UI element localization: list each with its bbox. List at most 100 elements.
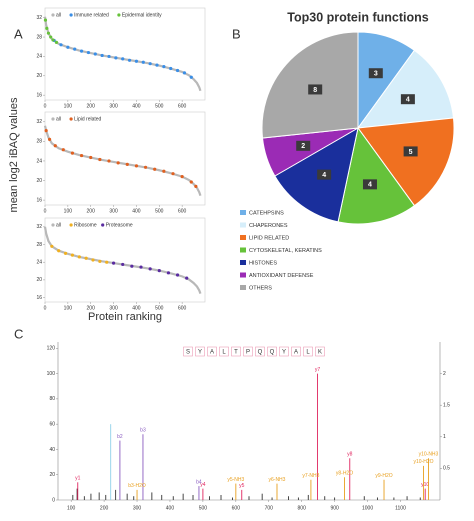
x-tick-label: 500 bbox=[199, 505, 208, 511]
x-tick-label: 800 bbox=[298, 505, 307, 511]
peak-label: b3-H2O bbox=[128, 483, 146, 489]
y-tick-label: 28 bbox=[36, 242, 42, 248]
legend-label: OTHERS bbox=[249, 285, 272, 291]
x-tick-label: 500 bbox=[155, 103, 164, 109]
x-tick-label: 400 bbox=[132, 305, 141, 311]
point bbox=[107, 54, 111, 59]
point bbox=[100, 53, 104, 58]
peak-label: y10-H2O bbox=[414, 459, 434, 465]
point bbox=[111, 261, 116, 265]
x-tick-label: 400 bbox=[166, 505, 175, 511]
y-tick-label: 100 bbox=[47, 371, 56, 377]
point bbox=[162, 169, 166, 173]
point bbox=[169, 66, 173, 71]
y-tick-label: 60 bbox=[49, 421, 55, 427]
point bbox=[148, 62, 152, 66]
point bbox=[47, 137, 52, 142]
y-tick-label: 32 bbox=[36, 119, 42, 125]
sequence-box bbox=[243, 346, 253, 357]
point bbox=[79, 153, 84, 158]
x-tick-label: 0 bbox=[44, 103, 47, 109]
point bbox=[153, 167, 157, 171]
sequence-box bbox=[255, 346, 265, 357]
point bbox=[143, 165, 148, 169]
legend-marker bbox=[101, 223, 105, 227]
y-tick-label: 28 bbox=[36, 34, 42, 40]
x-tick-label: 100 bbox=[67, 505, 76, 511]
point bbox=[63, 251, 68, 255]
legend-swatch bbox=[240, 272, 246, 278]
x-tick-label: 400 bbox=[132, 208, 141, 214]
point bbox=[114, 56, 118, 60]
x-tick-label: 900 bbox=[330, 505, 339, 511]
legend-marker bbox=[51, 117, 55, 121]
peak-label: y10-NH3 bbox=[419, 452, 439, 458]
y2-tick-label: 1 bbox=[443, 434, 446, 440]
x-tick-label: 700 bbox=[265, 505, 274, 511]
x-axis-label: Protein ranking bbox=[88, 311, 162, 323]
y-tick-label: 24 bbox=[36, 260, 42, 266]
legend-swatch bbox=[240, 247, 246, 253]
x-tick-label: 0 bbox=[44, 208, 47, 214]
peak-label: y8-H2O bbox=[336, 471, 353, 477]
x-tick-label: 300 bbox=[109, 305, 118, 311]
point bbox=[134, 59, 139, 63]
point bbox=[66, 45, 70, 49]
slice-label: 4 bbox=[368, 182, 372, 189]
sequence-box bbox=[267, 346, 277, 357]
point bbox=[127, 58, 132, 62]
sequence-letter: L bbox=[306, 350, 310, 356]
x-tick-label: 400 bbox=[132, 103, 141, 109]
peak-label: y5-NH3 bbox=[227, 477, 244, 483]
x-tick-label: 300 bbox=[133, 505, 142, 511]
point bbox=[139, 265, 143, 269]
point bbox=[141, 60, 145, 64]
slice-label: 3 bbox=[374, 71, 378, 78]
sequence-letter: S bbox=[186, 350, 190, 356]
pie-slice bbox=[274, 127, 359, 223]
legend-label: all bbox=[56, 12, 61, 18]
sequence-letter: K bbox=[318, 350, 322, 356]
sequence-box bbox=[195, 346, 205, 357]
point bbox=[51, 38, 55, 42]
slice-label-box bbox=[400, 94, 415, 105]
peak-label: y4 bbox=[200, 482, 206, 488]
y-tick-label: 32 bbox=[36, 15, 42, 21]
point bbox=[86, 50, 91, 55]
y-tick-label: 16 bbox=[36, 295, 42, 301]
legend-label: all bbox=[56, 222, 61, 228]
point bbox=[91, 258, 95, 262]
legend-swatch bbox=[240, 222, 246, 228]
point bbox=[54, 40, 59, 44]
sequence-box bbox=[231, 346, 241, 357]
legend-label: Immune related bbox=[74, 12, 109, 18]
x-tick-label: 1100 bbox=[395, 505, 406, 511]
x-tick-label: 200 bbox=[87, 305, 96, 311]
panel-label: C bbox=[14, 326, 23, 341]
y-tick-label: 24 bbox=[36, 158, 42, 164]
peak-label: b3 bbox=[140, 428, 146, 434]
y2-tick-label: 2 bbox=[443, 371, 446, 377]
point bbox=[98, 259, 102, 263]
point bbox=[61, 148, 65, 152]
point bbox=[189, 75, 193, 79]
sequence-letter: L bbox=[222, 350, 226, 356]
x-tick-label: 600 bbox=[232, 505, 241, 511]
point bbox=[182, 71, 187, 75]
sequence-letter: Y bbox=[198, 350, 202, 356]
point bbox=[46, 31, 51, 35]
legend-swatch bbox=[240, 285, 246, 290]
point bbox=[155, 63, 159, 67]
pie-slice bbox=[356, 49, 455, 129]
x-tick-label: 200 bbox=[100, 505, 109, 511]
sequence-box bbox=[219, 346, 229, 357]
peak-label: y1 bbox=[75, 476, 81, 482]
legend-label: CYTOSKELETAL, KERATINS bbox=[249, 248, 322, 254]
legend-label: ANTIOXIDANT DEFENSE bbox=[249, 273, 314, 279]
point bbox=[175, 273, 180, 277]
peak-label: y9-H2O bbox=[375, 473, 392, 479]
point bbox=[44, 129, 48, 133]
x-tick-label: 300 bbox=[109, 208, 118, 214]
legend-marker bbox=[69, 223, 73, 227]
